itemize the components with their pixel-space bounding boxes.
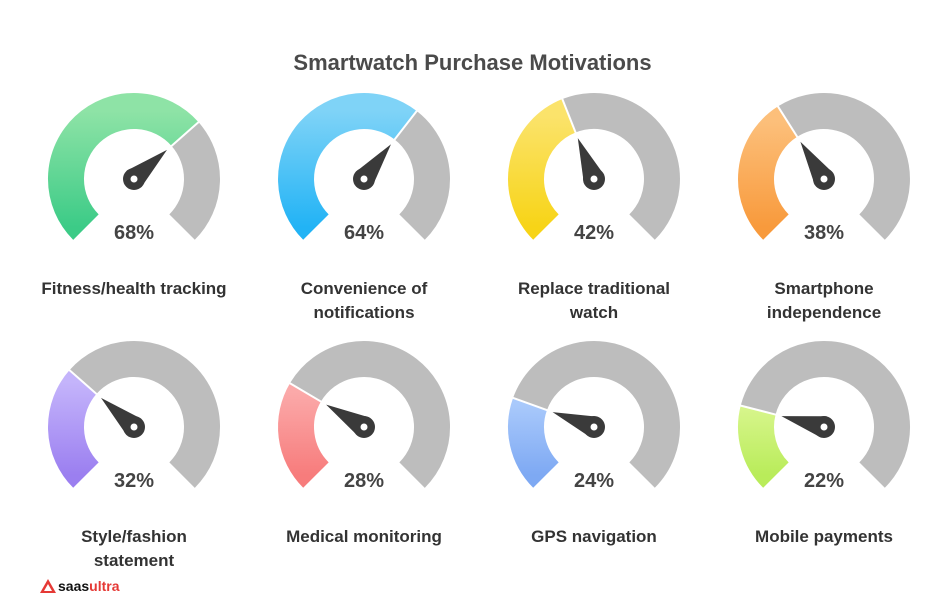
gauge-separator xyxy=(288,381,323,403)
logo-prefix: saas xyxy=(58,578,90,594)
gauge-separator xyxy=(170,120,200,148)
gauge-category-label: Style/fashion statement xyxy=(81,527,187,570)
gauge-value-label: 22% xyxy=(803,470,845,492)
gauge xyxy=(738,341,910,488)
gauge-needle xyxy=(326,404,375,438)
gauge-separator xyxy=(68,368,98,396)
gauge-value-label: 28% xyxy=(343,470,385,492)
gauge-needle xyxy=(123,149,167,190)
gauge-track xyxy=(562,93,680,240)
gauge-track xyxy=(777,93,910,240)
gauge-value-label: 68% xyxy=(113,222,155,244)
gauge-value-arc xyxy=(47,93,199,240)
gauge xyxy=(47,93,220,240)
logo-suffix: ultra xyxy=(89,578,120,594)
gauge-needle xyxy=(781,416,835,438)
gauge-category-label: Smartphone independence xyxy=(766,279,882,322)
gauge-needle xyxy=(552,412,605,438)
gauge-separator xyxy=(739,404,777,416)
gauge-value-label: 64% xyxy=(343,222,385,244)
gauge-needle xyxy=(577,138,605,190)
gauge-category-label: Medical monitoring xyxy=(286,527,442,546)
gauge-value-arc xyxy=(738,106,798,240)
gauge-value-arc xyxy=(278,93,417,240)
gauge-value-arc xyxy=(278,383,330,488)
logo-text: saasultra xyxy=(58,578,120,594)
gauge-needle xyxy=(101,397,145,438)
brand-logo: saasultra xyxy=(40,578,120,594)
gauge-separator xyxy=(511,396,549,412)
gauge-category-label: Convenience of notifications xyxy=(300,279,428,322)
gauge-value-arc xyxy=(738,405,790,488)
logo-mark-icon xyxy=(40,579,56,593)
gauge-needle xyxy=(800,141,835,190)
gauge xyxy=(508,93,680,240)
gauge-separator xyxy=(776,105,799,139)
gauge-value-label: 32% xyxy=(113,470,155,492)
gauge-needle xyxy=(353,144,391,190)
gauge-track xyxy=(394,111,450,240)
gauge-track xyxy=(69,341,221,488)
gauge-category-label: Fitness/health tracking xyxy=(41,279,227,298)
gauge-track xyxy=(513,341,680,488)
gauge-separator xyxy=(393,109,419,141)
gauge xyxy=(278,93,450,240)
gauge-value-arc xyxy=(508,397,560,488)
gauge-track xyxy=(740,341,910,488)
gauge xyxy=(48,341,221,488)
gauge-category-label: GPS navigation xyxy=(531,527,657,546)
gauge-track xyxy=(168,122,220,240)
gauge xyxy=(278,341,450,488)
chart-title: Smartwatch Purchase Motivations xyxy=(293,50,652,75)
gauge-category-label: Mobile payments xyxy=(755,527,893,546)
gauge-value-label: 42% xyxy=(573,222,615,244)
gauge xyxy=(738,93,910,240)
gauge xyxy=(508,341,680,488)
gauge-separator xyxy=(561,97,577,134)
gauge-value-arc xyxy=(508,99,577,240)
gauge-value-label: 24% xyxy=(573,470,615,492)
gauge-value-label: 38% xyxy=(803,222,845,244)
gauge-value-arc xyxy=(48,370,100,488)
gauge-category-label: Replace traditional watch xyxy=(517,279,671,322)
gauge-track xyxy=(289,341,450,488)
